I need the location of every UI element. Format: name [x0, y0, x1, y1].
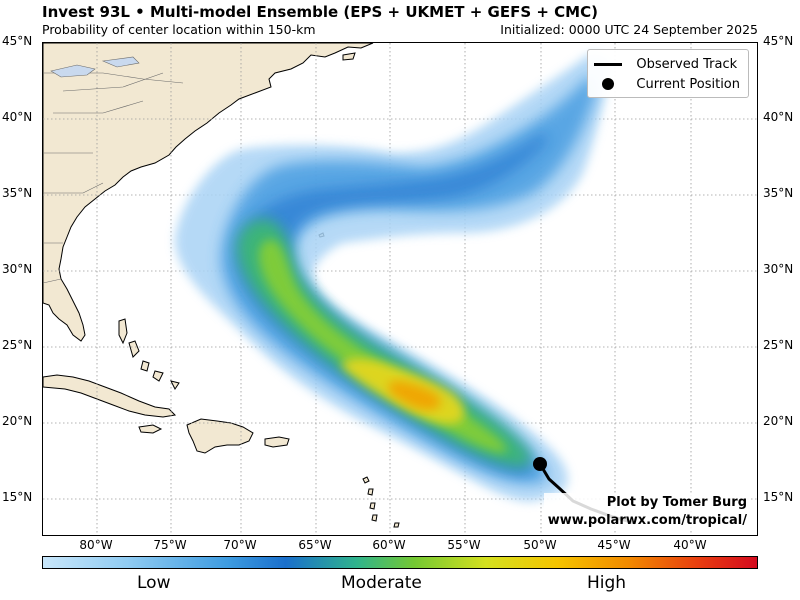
lon-label: 75°W: [153, 538, 187, 552]
north-america-coast: [43, 43, 374, 342]
lat-label-left: 15°N: [2, 490, 33, 504]
swath-lime: [259, 239, 507, 453]
long-island: [342, 52, 356, 61]
puerto-rico: [264, 436, 290, 448]
credit-author: Plot by Tomer Burg: [606, 495, 747, 510]
init-time: Initialized: 0000 UTC 24 September 2025: [500, 22, 758, 37]
lesser-antilles-1: [362, 476, 370, 484]
lesser-antilles-2: [367, 488, 374, 496]
land: [43, 43, 400, 528]
lon-label: 45°W: [597, 538, 631, 552]
lat-label-right: 15°N: [763, 490, 794, 504]
credit-url[interactable]: www.polarwx.com/tropical/: [547, 513, 747, 528]
chart-subtitle: Probability of center location within 15…: [42, 22, 316, 37]
hispaniola: [186, 418, 254, 454]
lat-label-right: 30°N: [763, 262, 794, 276]
swath-blue: [220, 76, 597, 484]
legend-item-current-position: Current Position: [594, 74, 740, 94]
lon-label: 60°W: [372, 538, 406, 552]
track-line-icon: [594, 62, 623, 66]
colorbar-label-low: Low: [137, 573, 171, 593]
lon-label: 65°W: [298, 538, 332, 552]
lat-label-right: 25°N: [763, 338, 794, 352]
bahamas-5: [170, 380, 180, 390]
lat-label-left: 35°N: [2, 186, 33, 200]
lat-label-right: 40°N: [763, 110, 794, 124]
lon-label: 80°W: [79, 538, 113, 552]
bahamas-2: [128, 340, 140, 358]
legend-item-observed-track: Observed Track: [594, 54, 740, 74]
colorbar-label-high: High: [587, 573, 627, 593]
lesser-antilles-4: [371, 514, 378, 522]
barbados: [393, 522, 400, 528]
legend-label: Current Position: [636, 76, 740, 92]
colorbar-label-moderate: Moderate: [341, 573, 422, 593]
credit: Plot by Tomer Burg www.polarwx.com/tropi…: [543, 493, 751, 531]
current-position-marker: [533, 457, 547, 471]
cuba: [43, 374, 177, 418]
probability-colorbar: [42, 556, 758, 569]
lon-label: 55°W: [447, 538, 481, 552]
lat-label-left: 45°N: [2, 34, 33, 48]
legend-label: Observed Track: [636, 56, 738, 72]
chart-title: Invest 93L • Multi-model Ensemble (EPS +…: [42, 3, 598, 21]
probability-swath: [175, 54, 612, 502]
legend: Observed Track Current Position: [587, 49, 749, 98]
lesser-antilles-3: [369, 502, 376, 510]
lon-label: 40°W: [673, 538, 707, 552]
lon-label: 70°W: [223, 538, 257, 552]
lat-label-left: 30°N: [2, 262, 33, 276]
great-lakes: [50, 56, 140, 78]
position-dot-icon: [602, 78, 615, 90]
swath-orange: [388, 381, 441, 411]
lat-label-right: 35°N: [763, 186, 794, 200]
lat-label-left: 20°N: [2, 414, 33, 428]
lat-label-left: 25°N: [2, 338, 33, 352]
map-panel[interactable]: Observed Track Current Position Plot by …: [42, 42, 758, 536]
bahamas-4: [152, 370, 164, 382]
bahamas-1: [118, 318, 128, 345]
map-canvas: [43, 43, 757, 535]
jamaica: [138, 424, 163, 434]
lat-label-left: 40°N: [2, 110, 33, 124]
bahamas-3: [140, 360, 150, 372]
lat-label-right: 45°N: [763, 34, 794, 48]
lon-label: 50°W: [523, 538, 557, 552]
lat-label-right: 20°N: [763, 414, 794, 428]
